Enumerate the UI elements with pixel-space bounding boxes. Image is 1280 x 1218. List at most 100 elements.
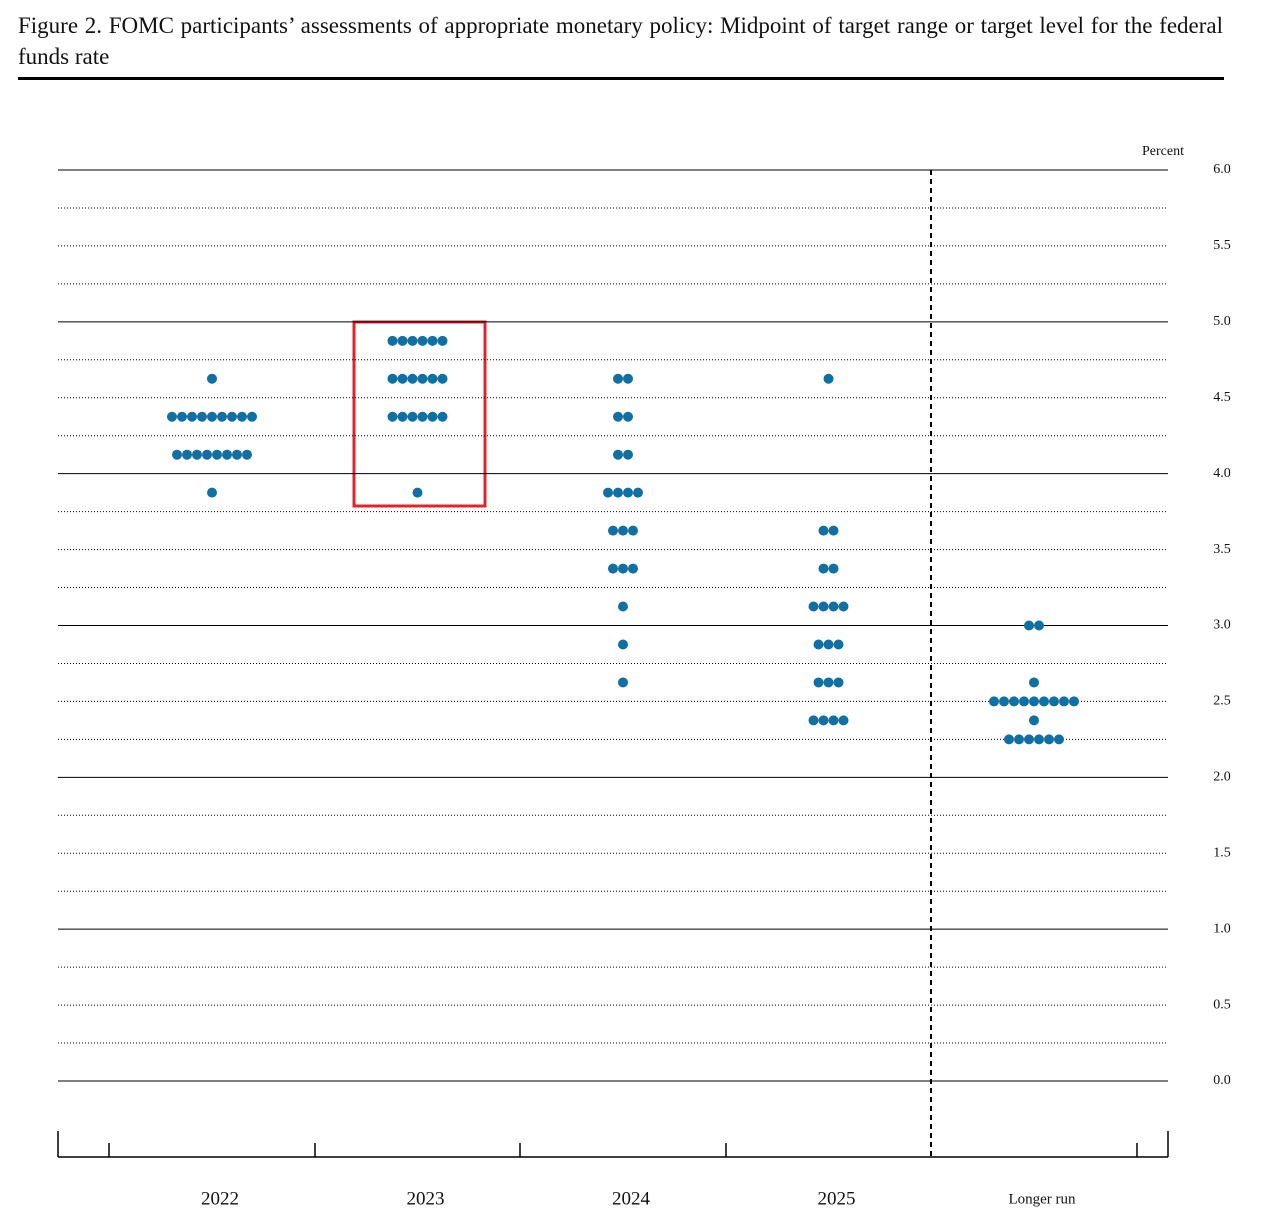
dot bbox=[242, 449, 252, 460]
y-tick-label: 1.5 bbox=[1213, 845, 1231, 860]
dot bbox=[387, 411, 398, 422]
dot bbox=[417, 373, 428, 384]
dot bbox=[427, 411, 438, 422]
dot bbox=[1034, 734, 1044, 745]
dot bbox=[1024, 620, 1034, 631]
dot bbox=[212, 449, 222, 460]
dot bbox=[437, 373, 448, 384]
dot bbox=[999, 696, 1009, 707]
dot bbox=[397, 411, 408, 422]
y-tick-label: 1.0 bbox=[1213, 921, 1231, 936]
dot bbox=[227, 411, 237, 422]
dot bbox=[818, 601, 829, 612]
dot bbox=[437, 335, 448, 346]
dot bbox=[828, 525, 839, 536]
dot bbox=[608, 563, 618, 574]
dot bbox=[828, 563, 839, 574]
dot bbox=[608, 525, 618, 536]
dot bbox=[1054, 734, 1064, 745]
dot bbox=[1029, 715, 1039, 726]
title-rule bbox=[18, 77, 1224, 80]
dot bbox=[172, 449, 182, 460]
dot bbox=[207, 487, 217, 498]
dot bbox=[167, 411, 177, 422]
dot bbox=[407, 335, 418, 346]
x-axis-ticks bbox=[57, 1131, 1169, 1157]
dot bbox=[1004, 734, 1014, 745]
chart-title: Figure 2. FOMC participants’ assessments… bbox=[18, 13, 1223, 69]
y-tick-label: 3.0 bbox=[1213, 618, 1231, 633]
dot bbox=[613, 411, 623, 422]
y-tick-label: 5.0 bbox=[1213, 314, 1231, 329]
y-tick-label: 4.5 bbox=[1213, 390, 1231, 405]
y-tick-label: 3.5 bbox=[1213, 542, 1231, 557]
y-unit-label: Percent bbox=[1142, 144, 1184, 159]
dot bbox=[1029, 696, 1039, 707]
dot bbox=[623, 411, 633, 422]
dot bbox=[623, 373, 633, 384]
x-tick-label: 2025 bbox=[818, 1188, 856, 1209]
y-tick-label: 2.5 bbox=[1213, 694, 1231, 709]
dot bbox=[823, 373, 834, 384]
dot bbox=[197, 411, 207, 422]
dot bbox=[202, 449, 212, 460]
dot bbox=[623, 449, 633, 460]
dot bbox=[808, 715, 819, 726]
dot bbox=[427, 373, 438, 384]
dot bbox=[823, 639, 834, 650]
dot bbox=[618, 677, 628, 688]
dot bbox=[1044, 734, 1054, 745]
y-tick-label: 0.5 bbox=[1213, 997, 1231, 1012]
dot bbox=[1059, 696, 1069, 707]
dot bbox=[989, 696, 999, 707]
dot bbox=[1069, 696, 1079, 707]
dot bbox=[818, 715, 829, 726]
dot bbox=[192, 449, 202, 460]
dot bbox=[1039, 696, 1049, 707]
dot bbox=[1009, 696, 1019, 707]
dot bbox=[603, 487, 613, 498]
dot bbox=[237, 411, 247, 422]
dot bbox=[387, 335, 398, 346]
dot bbox=[232, 449, 242, 460]
x-tick-label: Longer run bbox=[1008, 1191, 1076, 1207]
dot bbox=[247, 411, 257, 422]
dot bbox=[613, 449, 623, 460]
dot bbox=[633, 487, 643, 498]
dot bbox=[623, 487, 633, 498]
dot bbox=[838, 601, 849, 612]
dot bbox=[618, 525, 628, 536]
dot bbox=[177, 411, 187, 422]
y-tick-label: 4.0 bbox=[1213, 466, 1231, 481]
x-tick-label: 2023 bbox=[407, 1188, 445, 1209]
x-tick-label: 2022 bbox=[201, 1188, 239, 1209]
dot bbox=[387, 373, 398, 384]
dot bbox=[618, 563, 628, 574]
dot bbox=[1029, 677, 1039, 688]
dot bbox=[187, 411, 197, 422]
dot bbox=[628, 525, 638, 536]
dot bbox=[1034, 620, 1044, 631]
dot bbox=[828, 715, 839, 726]
y-tick-label: 2.0 bbox=[1213, 770, 1231, 785]
dot bbox=[217, 411, 227, 422]
dot bbox=[182, 449, 192, 460]
y-tick-label: 6.0 bbox=[1213, 162, 1231, 177]
dot bbox=[813, 639, 824, 650]
dot bbox=[222, 449, 232, 460]
dot bbox=[838, 715, 849, 726]
dot bbox=[813, 677, 824, 688]
dot bbox=[808, 601, 819, 612]
dot bbox=[427, 335, 438, 346]
dot bbox=[818, 563, 829, 574]
dot bbox=[618, 601, 628, 612]
dot bbox=[207, 411, 217, 422]
dot bbox=[407, 411, 418, 422]
dot bbox=[1019, 696, 1029, 707]
y-tick-label: 0.0 bbox=[1213, 1073, 1231, 1088]
dot bbox=[1014, 734, 1024, 745]
dot bbox=[823, 677, 834, 688]
dot bbox=[828, 601, 839, 612]
